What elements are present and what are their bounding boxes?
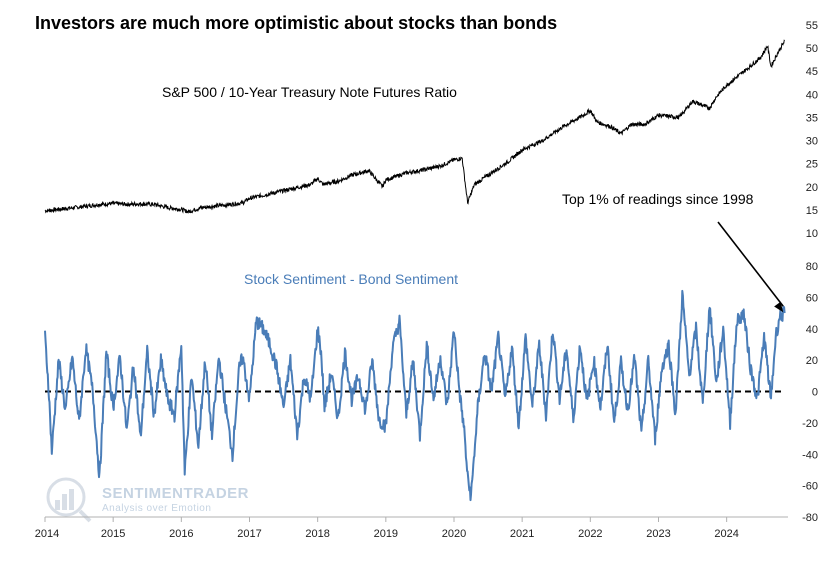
sentiment-y-tick-label: 80 — [806, 261, 818, 273]
ratio-y-tick-label: 50 — [806, 43, 818, 55]
ratio-y-tick-label: 25 — [806, 159, 818, 171]
x-tick-label: 2014 — [35, 528, 59, 540]
ratio-y-tick-label: 55 — [806, 20, 818, 32]
x-tick-label: 2017 — [237, 528, 261, 540]
sentiment-y-tick-label: 0 — [812, 387, 818, 399]
ratio-y-tick-label: 45 — [806, 66, 818, 78]
sentiment-y-tick-label: 40 — [806, 324, 818, 336]
sentimentrader-watermark: SENTIMENTRADER Analysis over Emotion — [46, 477, 249, 523]
sentiment-y-tick-label: -80 — [802, 512, 818, 524]
ratio-y-tick-label: 10 — [806, 228, 818, 240]
annotation-text: Top 1% of readings since 1998 — [562, 191, 754, 207]
ratio-y-tick-label: 15 — [806, 205, 818, 217]
sentiment-series-label: Stock Sentiment - Bond Sentiment — [244, 271, 458, 287]
ratio-panel: S&P 500 / 10-Year Treasury Note Futures … — [44, 20, 818, 240]
ratio-y-tick-label: 35 — [806, 112, 818, 124]
sentiment-y-tick-label: -20 — [802, 418, 818, 430]
x-tick-label: 2018 — [305, 528, 329, 540]
x-tick-label: 2019 — [374, 528, 398, 540]
ratio-series-label: S&P 500 / 10-Year Treasury Note Futures … — [162, 84, 457, 100]
ratio-y-tick-label: 20 — [806, 182, 818, 194]
x-tick-label: 2022 — [578, 528, 602, 540]
x-axis: 2014 2015 2016 2017 2018 2019 2020 2021 2022 2023… — [35, 516, 788, 540]
watermark-tagline: Analysis over Emotion — [102, 503, 211, 514]
watermark-logo-icon — [46, 477, 92, 523]
watermark-brand: SENTIMENTRADER — [102, 485, 249, 502]
sentiment-y-axis: -80 -60 -40 -20 0 20 40 60 80 — [802, 261, 818, 524]
x-tick-label: 2020 — [442, 528, 466, 540]
ratio-y-tick-label: 30 — [806, 136, 818, 148]
sentiment-panel: Stock Sentiment - Bond Sentiment -80-60-… — [44, 261, 818, 524]
annotation: Top 1% of readings since 1998 — [562, 191, 784, 313]
x-tick-label: 2021 — [510, 528, 534, 540]
sentiment-y-tick-label: -40 — [802, 449, 818, 461]
sentiment-y-tick-label: 20 — [806, 355, 818, 367]
x-tick-label: 2024 — [714, 528, 738, 540]
ratio-y-axis: 10 15 20 25 30 35 40 45 50 55 — [806, 20, 818, 240]
ratio-series-line — [44, 39, 786, 214]
sentiment-y-tick-label: 60 — [806, 292, 818, 304]
sentiment-series-line — [44, 289, 786, 502]
annotation-arrow — [717, 221, 784, 307]
chart-title: Investors are much more optimistic about… — [35, 13, 557, 33]
x-tick-label: 2016 — [169, 528, 193, 540]
sentiment-y-tick-label: -60 — [802, 481, 818, 493]
ratio-y-tick-label: 40 — [806, 89, 818, 101]
x-tick-label: 2023 — [646, 528, 670, 540]
annotation-arrowhead — [774, 301, 784, 313]
x-tick-label: 2015 — [101, 528, 125, 540]
